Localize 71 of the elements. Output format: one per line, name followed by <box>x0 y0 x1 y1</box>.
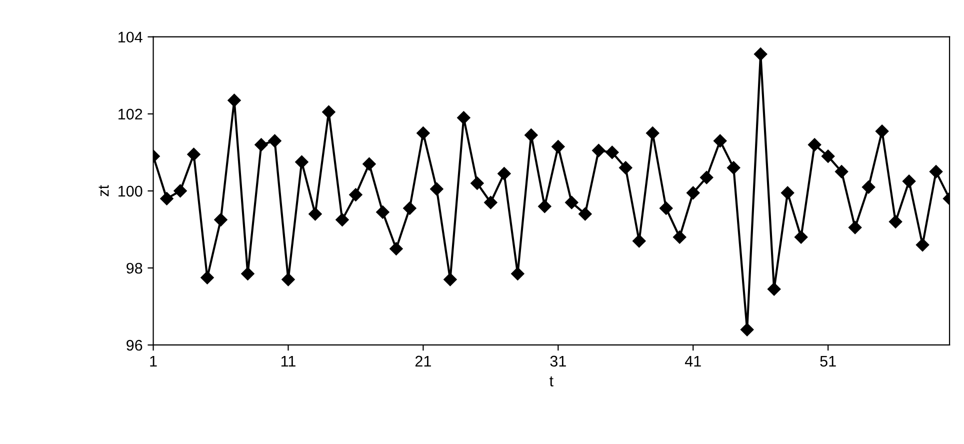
point <box>781 186 794 200</box>
point <box>916 238 930 252</box>
point <box>282 272 295 286</box>
point <box>228 94 241 107</box>
y-tick-label: 96 <box>126 340 142 351</box>
point <box>808 138 822 152</box>
point <box>646 126 660 140</box>
point <box>511 267 524 280</box>
point <box>498 167 511 180</box>
point <box>403 202 416 215</box>
point <box>214 213 228 226</box>
point <box>254 138 268 152</box>
point <box>430 182 444 196</box>
point <box>902 174 916 188</box>
point <box>174 184 187 198</box>
point <box>484 196 498 210</box>
point <box>632 234 646 248</box>
point <box>660 202 673 215</box>
point <box>848 220 862 234</box>
point <box>268 134 282 148</box>
point <box>470 176 484 190</box>
point <box>390 242 403 256</box>
x-tick-label: 41 <box>684 356 701 366</box>
x-axis-title: t <box>550 376 554 386</box>
x-tick-label: 31 <box>550 356 566 367</box>
point <box>821 150 835 163</box>
point <box>875 124 889 138</box>
point <box>606 146 619 159</box>
x-tick-label: 51 <box>820 356 836 367</box>
x-tick-label: 21 <box>415 356 431 366</box>
point <box>727 161 740 174</box>
point <box>322 105 336 119</box>
point <box>376 206 390 219</box>
point <box>619 161 632 174</box>
point <box>552 140 565 154</box>
point <box>578 207 592 221</box>
point <box>416 126 430 140</box>
point <box>200 270 214 284</box>
x-tick-label: 11 <box>281 356 296 366</box>
point <box>349 188 362 202</box>
point <box>862 180 876 194</box>
point <box>336 213 349 226</box>
point <box>794 230 808 244</box>
point <box>929 165 943 178</box>
y-tick-label: 100 <box>118 186 142 197</box>
point <box>754 48 768 61</box>
y-tick-label: 98 <box>126 262 142 274</box>
x-tick-label: 1 <box>150 356 157 366</box>
point <box>457 111 470 124</box>
point <box>673 230 686 244</box>
y-axis-title: zt <box>98 185 109 196</box>
point <box>241 267 254 280</box>
y-tick-label: 104 <box>118 32 142 43</box>
point <box>565 196 578 210</box>
point <box>444 272 457 286</box>
point <box>700 170 714 184</box>
point <box>834 165 848 178</box>
point <box>538 200 552 213</box>
point <box>888 215 902 228</box>
point <box>160 192 174 206</box>
point <box>524 128 538 142</box>
y-tick-label: 102 <box>118 108 142 120</box>
point <box>592 144 606 158</box>
point <box>362 157 376 171</box>
point <box>295 155 308 169</box>
point <box>714 134 727 148</box>
point <box>308 207 322 221</box>
point <box>768 282 781 296</box>
point <box>187 148 200 161</box>
point <box>740 322 754 336</box>
point <box>686 186 700 200</box>
